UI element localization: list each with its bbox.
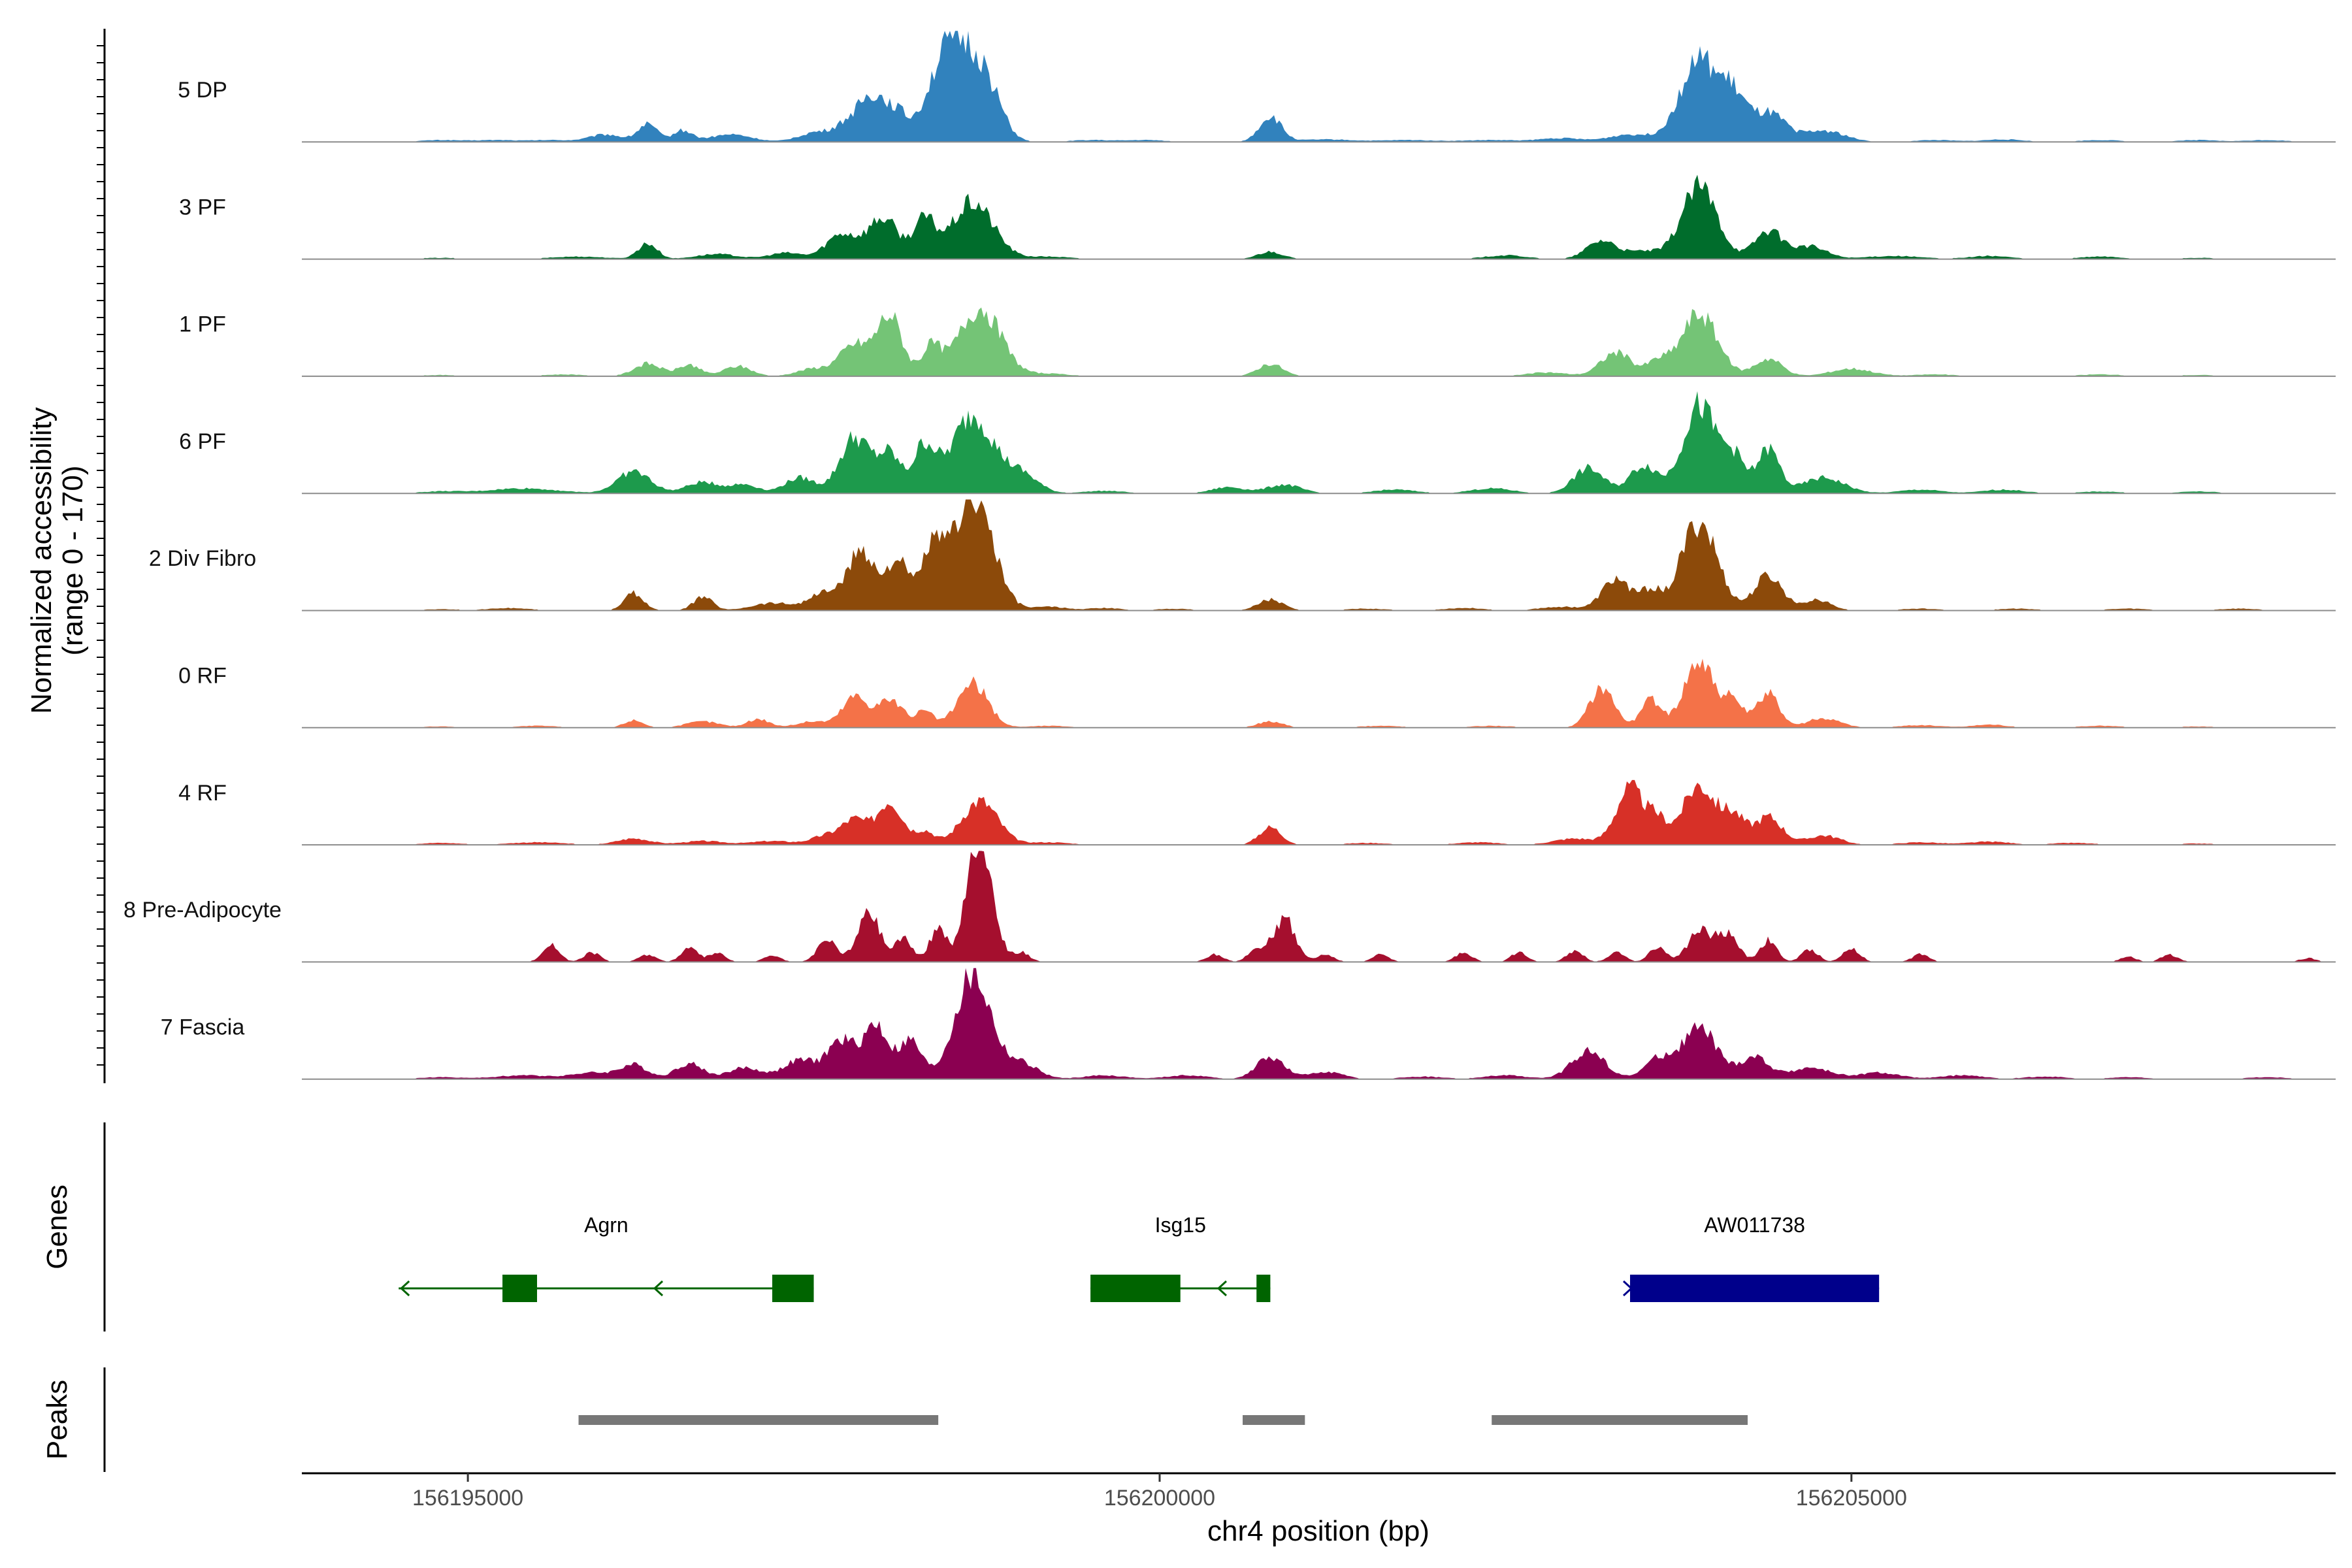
gene-exon-isg15 (1256, 1275, 1271, 1302)
peak-bar (1492, 1415, 1748, 1425)
track-6-pf: 6 PF (179, 391, 2336, 495)
coverage-tracks: 5 DP 3 PF 1 PF 6 PF 2 Div Fibro 0 RF 4 RF 8 Pre… (123, 31, 2336, 1080)
track-label-3-pf: 3 PF (179, 195, 226, 220)
peak-track (578, 1415, 1748, 1425)
coverage-area-1-pf (302, 307, 2336, 376)
coverage-area-6-pf (302, 391, 2336, 494)
peak-bar (1243, 1415, 1305, 1425)
track-label-7-fascia: 7 Fascia (161, 1015, 245, 1039)
coverage-area-3-pf (302, 174, 2336, 259)
gene-exon-isg15 (1090, 1275, 1181, 1302)
track-label-0-rf: 0 RF (178, 664, 227, 689)
track-label-8-pre-adipocyte: 8 Pre-Adipocyte (123, 898, 282, 923)
gene-label-isg15: Isg15 (1155, 1213, 1206, 1237)
x-axis-ticks: 156195000 156200000 156205000 (412, 1473, 1907, 1511)
track-1-pf: 1 PF (179, 307, 2336, 377)
gene-exon-aw011738 (1629, 1275, 1880, 1302)
peak-bar (578, 1415, 939, 1425)
x-tick-label: 156205000 (1796, 1486, 1907, 1511)
gene-label-aw011738: AW011738 (1704, 1213, 1805, 1237)
gene-annotation-track: Agrn Isg15 AW011738 (399, 1213, 1880, 1302)
track-label-1-pf: 1 PF (179, 312, 226, 337)
gene-label-agrn: Agrn (584, 1213, 629, 1237)
track-4-rf: 4 RF (178, 779, 2336, 846)
strand-arrow-aw011738 (1622, 1280, 1633, 1297)
track-7-fascia: 7 Fascia (161, 968, 2336, 1080)
coverage-area-5-dp (302, 31, 2336, 142)
track-label-2-div-fibro: 2 Div Fibro (149, 546, 256, 571)
gene-aw011738: AW011738 (1622, 1213, 1880, 1302)
tracks-y-axis-ticks (97, 45, 105, 1066)
coverage-area-0-rf (302, 659, 2336, 728)
y-axis-title-line2: (range 0 - 170) (57, 465, 89, 655)
track-label-4-rf: 4 RF (178, 781, 227, 806)
track-label-5-dp: 5 DP (178, 78, 227, 103)
x-tick-label: 156200000 (1104, 1486, 1215, 1511)
x-tick-label: 156195000 (412, 1486, 523, 1511)
coverage-area-2-div-fibro (302, 499, 2336, 611)
gene-isg15: Isg15 (1090, 1213, 1271, 1302)
track-label-6-pf: 6 PF (179, 429, 226, 454)
track-8-pre-adipocyte: 8 Pre-Adipocyte (123, 851, 2336, 963)
coverage-area-7-fascia (302, 968, 2336, 1079)
strand-arrow-agrn (400, 1280, 410, 1297)
strand-arrow-agrn (653, 1280, 664, 1297)
gene-agrn: Agrn (399, 1213, 814, 1302)
track-3-pf: 3 PF (179, 174, 2336, 260)
gene-exon-agrn (502, 1275, 538, 1302)
x-axis-title: chr4 position (bp) (1207, 1515, 1429, 1547)
gene-exon-agrn (772, 1275, 814, 1302)
track-2-div-fibro: 2 Div Fibro (149, 499, 2336, 612)
coverage-area-4-rf (302, 779, 2336, 845)
strand-arrow-isg15 (1217, 1280, 1227, 1297)
genes-track-title: Genes (41, 1184, 73, 1269)
peaks-track-title: Peaks (41, 1380, 73, 1460)
coverage-area-8-pre-adipocyte (302, 851, 2336, 962)
track-0-rf: 0 RF (178, 659, 2336, 728)
track-5-dp: 5 DP (178, 31, 2336, 143)
y-axis-title-line1: Normalized accessibility (25, 407, 57, 713)
